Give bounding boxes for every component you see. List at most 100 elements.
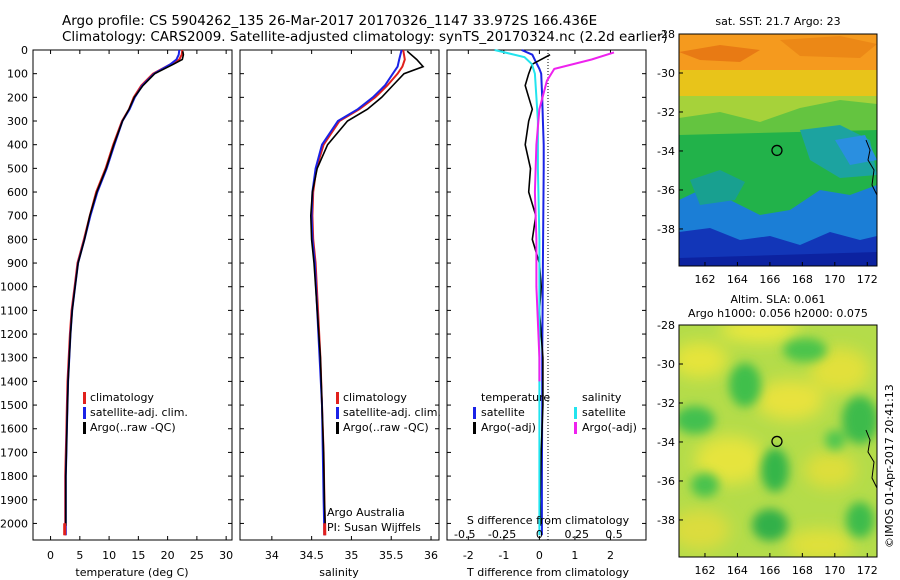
- title-line-1: Argo profile: CS 5904262_135 26-Mar-2017…: [62, 13, 597, 29]
- sla-map-panel: Altim. SLA: 0.061 Argo h1000: 0.056 h200…: [657, 293, 878, 577]
- depth-tick-label: 1500: [0, 399, 28, 412]
- depth-tick-label: 400: [7, 139, 28, 152]
- legend-swatch: [336, 392, 339, 404]
- depth-tick-label: 1900: [0, 494, 28, 507]
- legend-label: Argo(-adj): [481, 421, 536, 434]
- x-tick-label: 20: [161, 549, 175, 562]
- x-tick-label: 36: [424, 549, 438, 562]
- map-x-tick-label: 168: [792, 564, 813, 577]
- depth-tick-label: 900: [7, 257, 28, 270]
- x-tick-label: -2: [463, 549, 474, 562]
- legend-swatch: [473, 422, 476, 434]
- x-tick-label: 10: [102, 549, 116, 562]
- sst-map-title: sat. SST: 21.7 Argo: 23: [715, 15, 840, 28]
- x-tick-label: 25: [190, 549, 204, 562]
- map-x-tick-label: 168: [792, 273, 813, 286]
- x-tick-label: 35.5: [379, 549, 404, 562]
- depth-axis: 0 100 200 300 400 500 600 700 800 900 1000 1100 1200…: [0, 44, 232, 530]
- map-x-tick-label: 162: [694, 564, 715, 577]
- legend-swatch: [83, 392, 86, 404]
- sla-map-image: [679, 325, 877, 557]
- x-tick-label: 0: [536, 549, 543, 562]
- sst-map-image: [679, 34, 877, 266]
- legend-swatch: [83, 422, 86, 434]
- s-tick-label: -0.5: [454, 528, 475, 541]
- depth-tick-label: 1600: [0, 423, 28, 436]
- depth-tick-label: 800: [7, 233, 28, 246]
- title-line-2: Climatology: CARS2009. Satellite-adjuste…: [62, 29, 668, 45]
- x-tick-label: 30: [219, 549, 233, 562]
- s-tick-label: -0.25: [488, 528, 516, 541]
- sla-map-title-2: Argo h1000: 0.056 h2000: 0.075: [688, 307, 868, 320]
- x-tick-label: 34: [265, 549, 279, 562]
- map-x-tick-label: 166: [759, 273, 780, 286]
- series-line-climatology: [311, 49, 406, 536]
- sst-map-panel: sat. SST: 21.7 Argo: 23 162 164 166 168 170 1…: [657, 15, 878, 286]
- map-y-tick-label: -30: [657, 358, 675, 371]
- sla-map-title-1: Altim. SLA: 0.061: [730, 293, 825, 306]
- series-line-argo: [309, 50, 425, 526]
- map-y-tick-label: -36: [657, 475, 675, 488]
- map-x-tick-label: 164: [727, 564, 748, 577]
- map-y-tick-label: -32: [657, 397, 675, 410]
- map-y-tick-label: -28: [657, 28, 675, 41]
- climatology-bottom-marker: [63, 523, 67, 536]
- legend-swatch: [473, 407, 476, 419]
- map-y-tick-label: -28: [657, 319, 675, 332]
- x-tick-label: 35: [344, 549, 358, 562]
- temperature-x-axis: 0 5 10 15 20 25 30: [47, 50, 233, 562]
- map-y-tick-label: -36: [657, 184, 675, 197]
- difference-axes-frame: [446, 49, 647, 541]
- climatology-bottom-marker: [323, 523, 327, 536]
- map-y-tick-label: -34: [657, 436, 675, 449]
- sla-map-frame: [678, 324, 878, 558]
- t-diff-xlabel: T difference from climatology: [466, 566, 629, 579]
- x-tick-label: -1: [498, 549, 509, 562]
- depth-tick-label: 1100: [0, 304, 28, 317]
- x-tick-label: 2: [607, 549, 614, 562]
- difference-legend: temperature salinity satellite satellite Arg…: [473, 391, 637, 434]
- x-tick-label: 5: [76, 549, 83, 562]
- map-y-tick-label: -34: [657, 145, 675, 158]
- legend-heading-temperature: temperature: [481, 391, 550, 404]
- series-line-climatology: [64, 49, 184, 536]
- series-line-s-argo: [533, 51, 615, 382]
- map-y-tick-label: -38: [657, 223, 675, 236]
- map-y-tick-label: -30: [657, 67, 675, 80]
- depth-tick-label: 1400: [0, 375, 28, 388]
- legend-label: satellite-adj. clim.: [90, 406, 188, 419]
- sla-argo-location-marker: [771, 435, 783, 448]
- depth-tick-label: 1300: [0, 352, 28, 365]
- series-line-s-satellite: [494, 49, 541, 536]
- sla-coastline: [865, 429, 878, 489]
- temperature-axes-frame: [32, 49, 233, 541]
- series-line-t-argo: [524, 53, 551, 526]
- map-x-tick-label: 166: [759, 564, 780, 577]
- legend-label: satellite: [582, 406, 626, 419]
- depth-tick-label: 100: [7, 68, 28, 81]
- s-tick-label: 0.25: [564, 528, 589, 541]
- temperature-panel: 0100200300400500600700800900100011001200…: [0, 44, 233, 579]
- sst-coastline: [865, 139, 878, 196]
- salinity-xlabel: salinity: [319, 566, 359, 579]
- legend-swatch: [336, 407, 339, 419]
- legend-swatch: [574, 407, 577, 419]
- depth-tick-label: 1800: [0, 470, 28, 483]
- salinity-x-axis: 34 34.5 35 35.5 36: [265, 50, 438, 562]
- depth-tick-label: 200: [7, 91, 28, 104]
- series-line-satellite: [310, 49, 403, 536]
- sst-argo-location-marker: [771, 144, 783, 157]
- legend-label: satellite-adj. clim.: [343, 406, 441, 419]
- legend-label: Argo(..raw -QC): [343, 421, 429, 434]
- temperature-xlabel: temperature (deg C): [75, 566, 188, 579]
- temperature-legend: climatology satellite-adj. clim. Argo(..ra…: [83, 391, 188, 434]
- imos-credit: ©IMOS 01-Apr-2017 20:41:13: [883, 384, 896, 548]
- salinity-axes-frame: [239, 49, 440, 541]
- s-diff-label: S difference from climatology: [467, 514, 630, 527]
- depth-tick-label: 700: [7, 210, 28, 223]
- s-diff-tick-labels: -0.5 -0.25 0 0.25 0.5: [454, 528, 623, 541]
- legend-swatch: [83, 407, 86, 419]
- map-x-tick-label: 172: [857, 564, 878, 577]
- salinity-legend: climatology satellite-adj. clim. Argo(..ra…: [336, 391, 441, 434]
- sst-map-axes: 162 164 166 168 170 172 -28 -30 -32 -34 -36 -38: [657, 28, 878, 286]
